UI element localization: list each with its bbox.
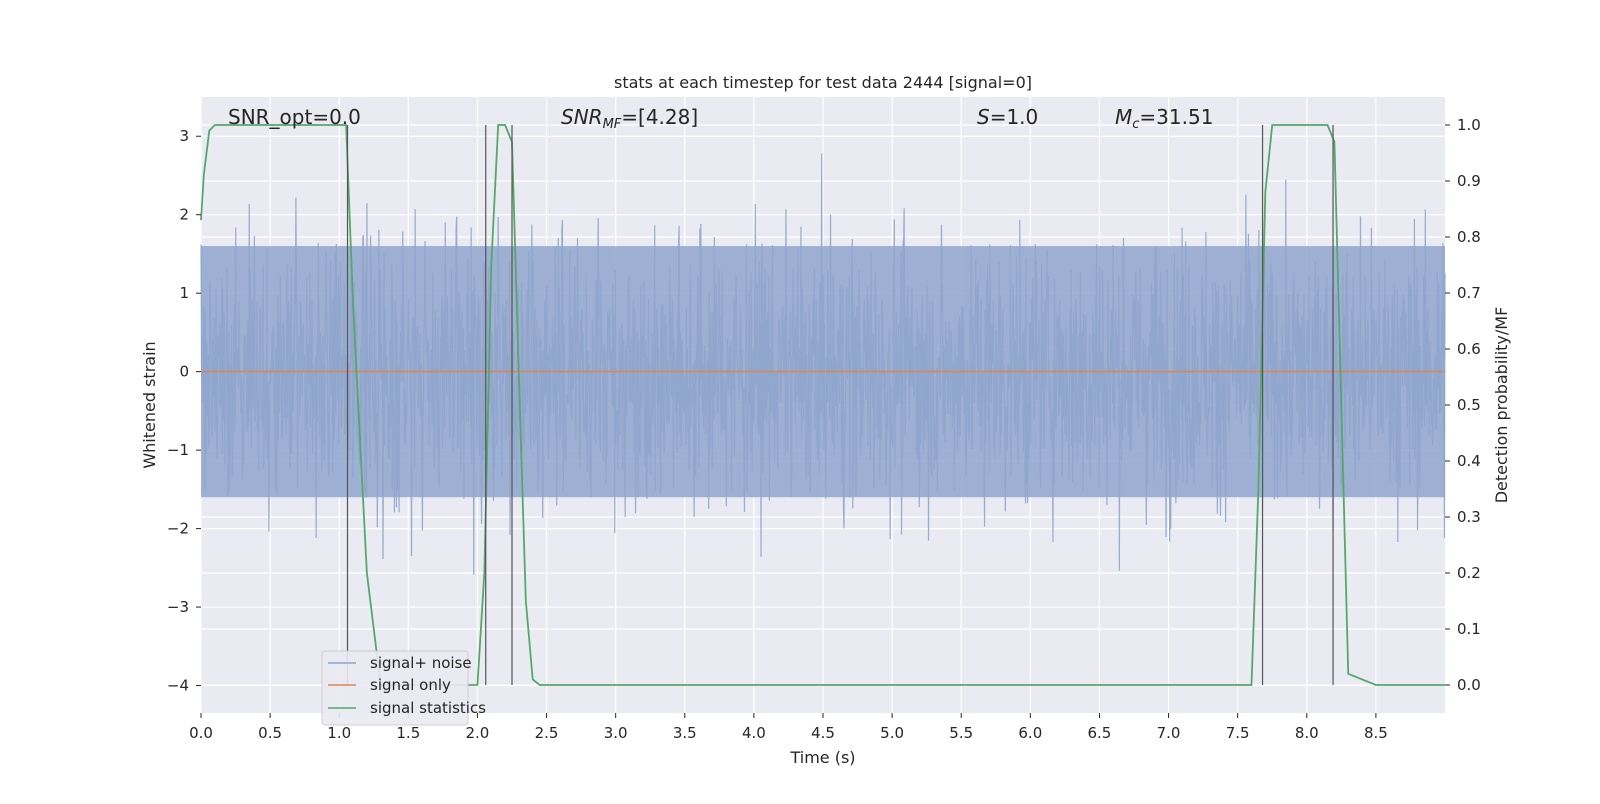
x-tick-label: 0.0 (189, 724, 213, 742)
s-value: =1.0 (990, 105, 1039, 129)
annotation-snr-mf: SNRMF=[4.28] (561, 105, 698, 132)
y2-tick-label: 0.4 (1457, 452, 1481, 470)
y-axis-ticks: 3 2 1 0 −1 −2 −3 −4 (167, 127, 201, 695)
legend-label-signal-only: signal only (370, 676, 451, 694)
y-tick-label: 1 (179, 284, 189, 302)
y-tick-label: −2 (167, 520, 189, 538)
snr-mf-value: =[4.28] (621, 105, 698, 129)
x-tick-label: 2.5 (535, 724, 559, 742)
y2-tick-label: 0.2 (1457, 564, 1481, 582)
annotation-mc: Mc=31.51 (1115, 105, 1213, 132)
x-axis-label: Time (s) (789, 748, 855, 767)
y2-axis-label: Detection probability/MF (1492, 307, 1511, 504)
s-symbol: S (977, 105, 990, 129)
y2-tick-label: 0.8 (1457, 228, 1481, 246)
y-tick-label: −1 (167, 441, 189, 459)
x-tick-label: 1.0 (327, 724, 351, 742)
y-axis-label: Whitened strain (140, 341, 159, 468)
y2-tick-label: 0.6 (1457, 340, 1481, 358)
chart-title: stats at each timestep for test data 244… (614, 73, 1032, 92)
legend-label-signal-noise: signal+ noise (370, 654, 472, 672)
y-tick-label: 0 (179, 363, 189, 381)
x-tick-label: 6.0 (1018, 724, 1042, 742)
y2-axis-ticks: 1.0 0.9 0.8 0.7 0.6 0.5 0.4 0.3 0.2 0.1 0.0 (1445, 116, 1481, 694)
x-tick-label: 3.5 (673, 724, 697, 742)
y-tick-label: 2 (179, 206, 189, 224)
snr-mf-subscript: MF (603, 117, 622, 132)
y-tick-label: 3 (179, 127, 189, 145)
legend-label-signal-statistics: signal statistics (370, 699, 486, 717)
y2-tick-label: 0.1 (1457, 620, 1481, 638)
x-tick-label: 4.0 (742, 724, 766, 742)
y-tick-label: −3 (167, 598, 189, 616)
y2-tick-label: 0.7 (1457, 284, 1481, 302)
x-tick-label: 5.0 (880, 724, 904, 742)
snr-mf-symbol: SNR (561, 105, 603, 129)
x-tick-label: 3.0 (604, 724, 628, 742)
x-tick-label: 8.5 (1364, 724, 1388, 742)
y-tick-label: −4 (167, 677, 189, 695)
y2-tick-label: 0.9 (1457, 172, 1481, 190)
x-tick-label: 7.5 (1226, 724, 1250, 742)
signal-statistics-line (200, 124, 1445, 686)
y2-tick-label: 1.0 (1457, 116, 1481, 134)
x-tick-label: 1.5 (396, 724, 420, 742)
annotation-snr-opt: SNR_opt=0.0 (228, 105, 361, 129)
x-axis-ticks: 0.0 0.5 1.0 1.5 2.0 2.5 3.0 3.5 4.0 4.5 5.0 5.5 6.0 6… (189, 713, 1388, 742)
annotation-s: S=1.0 (977, 105, 1038, 129)
x-tick-label: 2.0 (466, 724, 490, 742)
x-tick-label: 6.5 (1088, 724, 1112, 742)
x-tick-label: 4.5 (811, 724, 835, 742)
signal-statistics-series (200, 124, 1445, 686)
mc-symbol: M (1115, 105, 1132, 129)
mc-subscript: c (1132, 117, 1139, 132)
x-tick-label: 8.0 (1295, 724, 1319, 742)
x-tick-label: 7.0 (1157, 724, 1181, 742)
mc-value: =31.51 (1139, 105, 1213, 129)
legend-box (321, 650, 469, 726)
x-tick-label: 5.5 (949, 724, 973, 742)
y2-tick-label: 0.5 (1457, 396, 1481, 414)
y2-tick-label: 0.3 (1457, 508, 1481, 526)
detection-markers (346, 125, 1334, 685)
y2-tick-label: 0.0 (1457, 676, 1481, 694)
x-tick-label: 0.5 (258, 724, 282, 742)
legend: signal+ noise signal only signal statist… (321, 650, 486, 726)
